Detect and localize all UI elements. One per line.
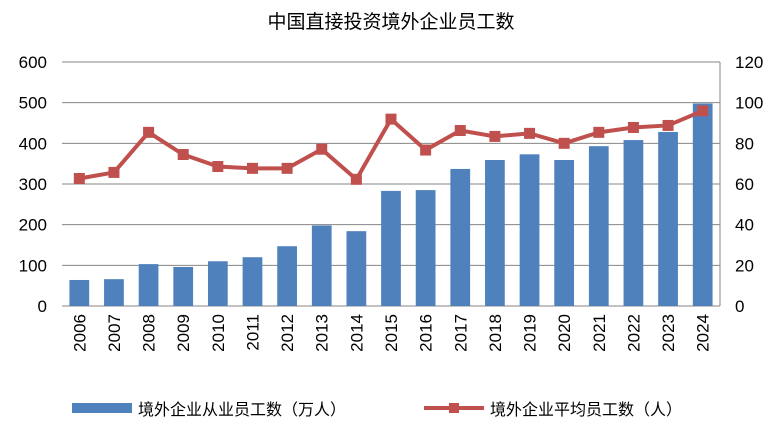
bar-series (69, 103, 713, 306)
bar (173, 266, 194, 306)
x-axis-tick-label: 2008 (140, 314, 159, 352)
line-marker (420, 144, 432, 156)
line-marker (454, 125, 466, 137)
line-marker (350, 173, 362, 185)
legend: 境外企业从业员工数（万人） 境外企业平均员工数（人） (72, 400, 682, 419)
bar (658, 131, 678, 306)
x-axis-tick-label: 2020 (555, 314, 574, 352)
x-axis-tick-label: 2009 (174, 314, 193, 352)
right-axis-tick-label: 20 (735, 256, 754, 275)
bar (104, 279, 124, 306)
bar (519, 154, 540, 306)
axes: 0 100 200 300 400 500 600 0 20 40 60 80 100 120 2006 20… (19, 53, 764, 352)
left-axis-tick-label: 200 (19, 216, 47, 235)
bar (485, 160, 505, 306)
x-axis-tick-label: 2023 (659, 314, 678, 352)
right-axis-tick-label: 0 (735, 297, 744, 316)
legend-bar-label: 境外企业从业员工数（万人） (138, 400, 346, 419)
bar (415, 190, 436, 306)
line-marker (246, 162, 258, 174)
x-axis-tick-label: 2022 (624, 314, 643, 352)
left-axis-tick-label: 400 (19, 134, 47, 153)
legend-bar-swatch (72, 403, 132, 413)
bar (242, 257, 263, 306)
bar (588, 146, 609, 306)
line-marker (212, 161, 224, 173)
x-axis-tick-label: 2017 (451, 314, 470, 352)
line-marker (593, 126, 605, 138)
chart-title: 中国直接投资境外企业员工数 (267, 11, 514, 33)
right-axis-tick-label: 80 (735, 134, 754, 153)
bar (623, 140, 644, 306)
bar (277, 246, 297, 306)
x-axis-tick-label: 2024 (694, 314, 713, 352)
line-marker (73, 173, 85, 185)
line-marker (558, 137, 570, 149)
bar (138, 264, 159, 306)
x-axis-tick-label: 2012 (278, 314, 297, 352)
left-axis-tick-label: 500 (19, 94, 47, 113)
right-axis-tick-label: 60 (735, 175, 754, 194)
x-axis-tick-label: 2013 (313, 314, 332, 352)
right-axis-tick-label: 100 (735, 94, 763, 113)
right-axis-tick-label: 120 (735, 53, 763, 72)
bar (450, 168, 471, 306)
bar (69, 279, 90, 306)
line-marker (697, 105, 709, 117)
legend-line-label: 境外企业平均员工数（人） (490, 400, 682, 419)
line-marker (108, 166, 120, 178)
x-axis-tick-label: 2010 (209, 314, 228, 352)
line-marker (316, 143, 328, 155)
bar (554, 160, 575, 306)
line-marker (385, 113, 397, 125)
x-axis-tick-label: 2019 (521, 314, 540, 352)
line-marker (489, 130, 501, 142)
x-axis-tick-label: 2016 (417, 314, 436, 352)
x-axis-tick-label: 2021 (590, 314, 609, 352)
x-axis-tick-label: 2015 (382, 314, 401, 352)
bar (311, 225, 332, 306)
legend-line-marker (449, 403, 459, 413)
bar (381, 190, 401, 306)
bar (346, 231, 367, 306)
line-marker (524, 127, 536, 139)
line-marker (281, 162, 293, 174)
bar (692, 103, 713, 306)
left-axis-tick-label: 600 (19, 53, 47, 72)
line-series (73, 105, 709, 185)
left-axis-tick-label: 0 (38, 297, 47, 316)
x-axis-tick-label: 2007 (105, 314, 124, 352)
x-axis-tick-label: 2011 (243, 314, 262, 351)
left-axis-tick-label: 300 (19, 175, 47, 194)
bar (207, 261, 228, 306)
x-axis-tick-label: 2014 (347, 314, 366, 352)
x-axis-tick-label: 2018 (486, 314, 505, 352)
line-marker (177, 149, 189, 161)
line-marker (627, 121, 639, 133)
line-marker (143, 126, 155, 138)
x-axis-tick-label: 2006 (70, 314, 89, 352)
right-axis-tick-label: 40 (735, 216, 754, 235)
line-marker (662, 119, 674, 131)
left-axis-tick-label: 100 (19, 256, 47, 275)
